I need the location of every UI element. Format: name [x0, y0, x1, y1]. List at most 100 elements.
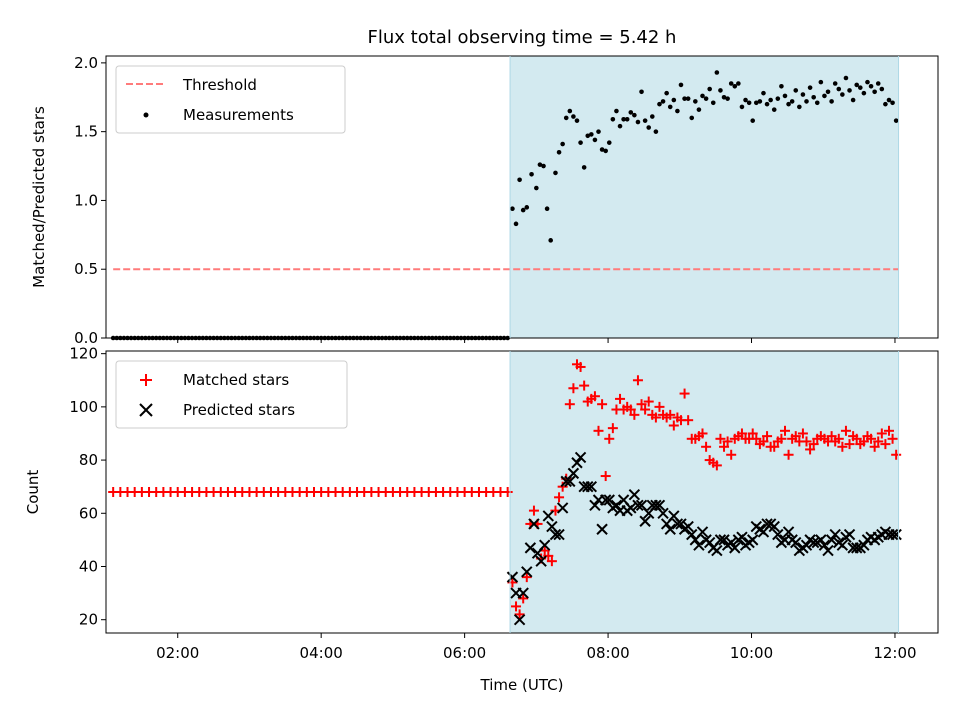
top-y-axis-label: Matched/Predicted stars — [30, 106, 48, 288]
predicted-star-point — [596, 523, 608, 535]
measurement-point — [520, 207, 526, 213]
matched-star-point — [840, 425, 851, 436]
measurement-point — [818, 79, 824, 85]
matched-star-point — [665, 409, 676, 420]
measurement-point — [893, 118, 899, 123]
measurement-point — [746, 100, 752, 106]
legend-matched-label: Matched stars — [183, 371, 289, 389]
measurement-point — [797, 104, 802, 110]
x-tick-label: 02:00 — [156, 644, 199, 662]
matched-star-point — [719, 441, 730, 452]
matched-star-point — [636, 399, 647, 410]
measurement-point — [807, 85, 813, 90]
measurement-point — [764, 101, 770, 107]
matched-star-point — [869, 441, 880, 452]
predicted-star-point — [761, 518, 773, 530]
measurement-point — [529, 172, 534, 177]
measurement-point — [850, 97, 856, 103]
matched-star-point — [632, 375, 643, 386]
matched-star-point — [826, 431, 837, 442]
matched-star-point — [701, 441, 712, 452]
predicted-star-point — [524, 542, 537, 554]
measurement-point — [825, 89, 831, 95]
measurement-point — [793, 88, 799, 93]
bottom-y-axis-label: Count — [24, 470, 42, 515]
measurement-point — [700, 93, 705, 99]
matched-star-point — [876, 428, 887, 439]
matched-star-point — [762, 431, 773, 442]
y-tick-label: 2.0 — [74, 54, 98, 72]
matched-star-point — [568, 383, 579, 394]
measurement-point — [682, 96, 687, 101]
predicted-star-point — [549, 528, 562, 541]
matched-star-point — [625, 404, 636, 415]
measurement-point — [854, 82, 860, 88]
measurement-point — [649, 114, 655, 119]
matched-star-point — [783, 449, 794, 460]
measurement-point — [868, 83, 874, 89]
measurement-point — [739, 104, 745, 110]
legend-predicted-marker — [139, 403, 153, 417]
x-tick-label: 10:00 — [730, 644, 773, 662]
predicted-star-point — [815, 534, 827, 546]
measurement-point — [517, 177, 522, 183]
bottom-panel: 20 40 60 80 100 120 02:00 04:00 06:00 08:00 10:00… — [24, 345, 939, 694]
measurement-point — [541, 163, 546, 169]
measurement-point — [563, 115, 569, 121]
measurement-point — [524, 205, 530, 210]
predicted-star-point — [851, 542, 863, 554]
predicted-star-point — [822, 544, 834, 557]
measurement-point — [671, 97, 677, 103]
measurement-point — [537, 162, 543, 167]
measurement-point — [567, 108, 573, 114]
measurement-point — [861, 90, 867, 96]
measurement-point — [574, 118, 580, 123]
measurement-point — [804, 99, 809, 104]
measurement-point — [596, 129, 601, 134]
predicted-star-point — [825, 534, 838, 546]
measurement-point — [779, 83, 784, 89]
measurement-point — [872, 89, 877, 95]
matched-star-point — [887, 433, 898, 444]
measurement-point — [675, 108, 680, 114]
top-plot-frame — [105, 55, 939, 339]
measurement-point — [660, 99, 666, 104]
predicted-star-point — [836, 539, 849, 551]
measurement-point — [621, 116, 626, 122]
predicted-star-point — [671, 518, 684, 530]
matched-star-point — [891, 449, 902, 460]
bottom-x-axis-ticks: 02:00 04:00 06:00 08:00 10:00 12:00 — [156, 633, 917, 662]
predicted-star-point — [725, 536, 737, 549]
measurement-point — [553, 170, 558, 176]
matched-star-point — [643, 396, 654, 407]
matched-star-point — [607, 423, 618, 434]
matched-star-point — [844, 439, 855, 450]
y-tick-label: 40 — [79, 557, 98, 575]
matched-star-point — [600, 471, 611, 482]
matched-star-point — [790, 431, 801, 442]
predicted-star-point — [718, 534, 730, 546]
predicted-star-point — [818, 539, 831, 551]
measurement-point — [657, 101, 662, 107]
predicted-star-point — [693, 539, 705, 551]
matched-star-point — [654, 401, 665, 412]
measurement-point — [642, 118, 648, 123]
y-tick-label: 0.5 — [74, 260, 98, 278]
predicted-star-point — [657, 507, 669, 519]
matched-star-point — [615, 393, 626, 404]
predicted-star-point — [632, 499, 644, 512]
measurement-point — [814, 100, 820, 106]
measurement-point — [836, 86, 842, 92]
measurement-point — [753, 100, 759, 106]
matched-star-point — [797, 428, 808, 439]
matched-star-point — [679, 388, 690, 399]
predicted-star-point — [628, 488, 641, 501]
measurement-point — [879, 86, 885, 92]
measurement-point — [840, 92, 845, 97]
measurement-point — [732, 83, 738, 89]
predicted-star-point — [714, 534, 727, 546]
predicted-star-point — [682, 520, 694, 533]
measurement-point — [883, 101, 888, 107]
predicted-star-point — [589, 499, 601, 512]
matched-star-point — [697, 428, 708, 439]
